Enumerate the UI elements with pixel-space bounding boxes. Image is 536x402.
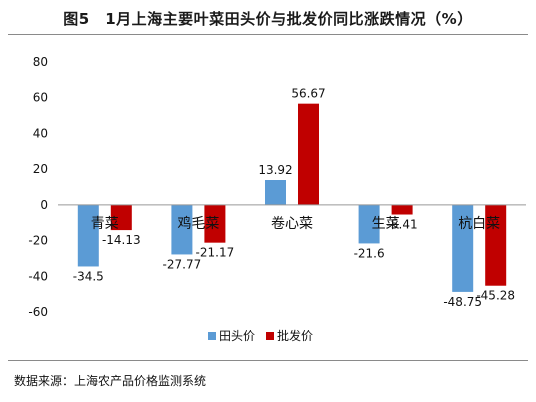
category-label: 生菜 <box>372 216 400 232</box>
data-label: -34.5 <box>73 269 104 283</box>
data-label: -14.13 <box>102 233 141 247</box>
y-tick-label: 20 <box>33 162 48 176</box>
bar-field-price <box>171 204 193 255</box>
legend-label: 田头价 <box>219 329 255 343</box>
y-tick-label: 40 <box>33 126 48 140</box>
bar-wholesale-price <box>298 103 319 205</box>
y-tick-label: 0 <box>40 198 48 212</box>
category-label: 杭白菜 <box>458 216 500 232</box>
bar-field-price <box>452 204 474 292</box>
bar-field-price <box>77 204 99 267</box>
bar-wholesale-price <box>391 204 413 215</box>
category-label: 青菜 <box>91 216 119 232</box>
data-label: -48.75 <box>443 295 482 309</box>
y-tick-label: 80 <box>33 55 48 69</box>
figure-title: 图5 1月上海主要叶菜田头价与批发价同比涨跌情况（%） <box>63 10 473 28</box>
data-label: -21.6 <box>354 246 385 260</box>
data-label: 56.67 <box>291 87 325 101</box>
data-label: -45.28 <box>476 289 515 303</box>
y-tick-label: -40 <box>28 269 48 283</box>
y-tick-label: -20 <box>28 234 48 248</box>
y-tick-label: 60 <box>33 91 48 105</box>
y-tick-label: -60 <box>28 305 48 319</box>
bar-wholesale-price <box>204 204 226 243</box>
data-label: 13.92 <box>258 163 292 177</box>
bar-wholesale-price <box>110 204 132 231</box>
bar-wholesale-price <box>485 204 507 286</box>
bar-field-price <box>358 204 380 244</box>
data-label: -21.17 <box>196 246 235 260</box>
data-label: -5.41 <box>387 218 418 232</box>
data-label: -27.77 <box>163 257 202 271</box>
bar-field-price <box>265 180 286 205</box>
category-label: 卷心菜 <box>271 216 313 232</box>
legend-label: 批发价 <box>277 328 313 343</box>
legend-swatch <box>266 332 274 340</box>
top-rule <box>8 34 528 35</box>
category-label: 鸡毛菜 <box>177 215 219 232</box>
data-source: 数据来源：上海农产品价格监测系统 <box>14 374 207 388</box>
legend-swatch <box>208 332 216 340</box>
bottom-rule <box>8 360 528 361</box>
